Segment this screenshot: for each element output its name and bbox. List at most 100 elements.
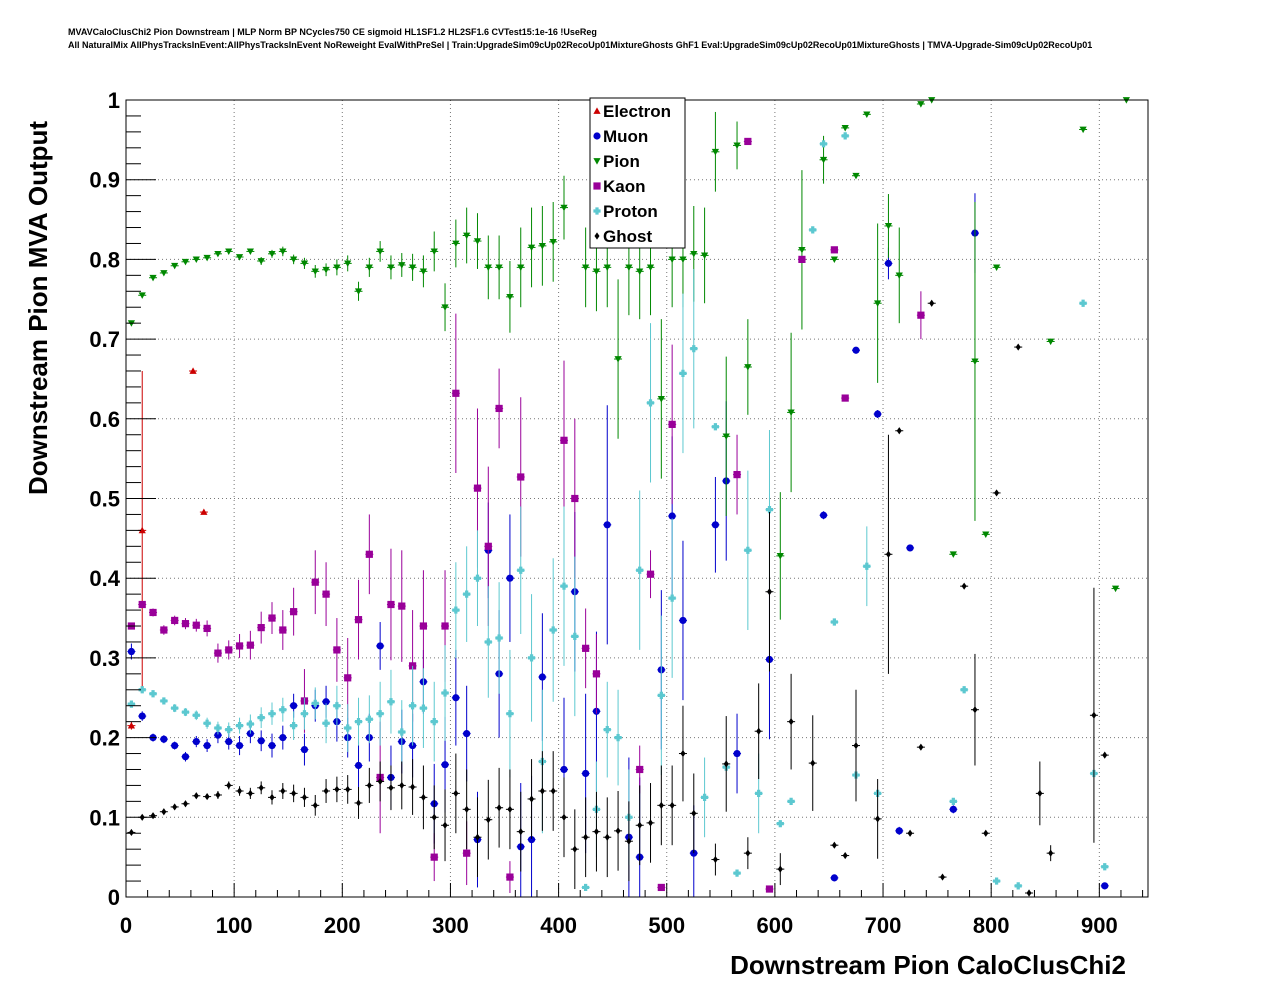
data-point [246, 248, 254, 256]
data-point [280, 787, 286, 795]
data-point [354, 616, 363, 624]
data-point [679, 369, 687, 377]
data-point [1101, 882, 1109, 890]
data-point [777, 865, 783, 873]
y-axis-label: Downstream Pion MVA Output [23, 121, 53, 495]
legend-label-muon: Muon [603, 127, 648, 146]
data-point [408, 741, 417, 750]
data-point [853, 741, 859, 750]
data-point [830, 246, 838, 254]
data-point [431, 813, 437, 821]
data-point [539, 787, 545, 795]
data-point [452, 606, 460, 614]
legend-marker-muon [593, 132, 601, 140]
series-proton [127, 132, 1109, 892]
series-electron [127, 367, 208, 730]
data-point [1014, 882, 1022, 890]
data-point [334, 785, 340, 794]
data-point [290, 608, 298, 616]
legend-label-kaon: Kaon [603, 177, 646, 196]
data-point [333, 702, 341, 710]
data-point [1101, 863, 1109, 871]
data-point [875, 815, 881, 823]
data-point [874, 410, 882, 418]
data-point [668, 594, 676, 602]
data-point [744, 546, 752, 554]
data-point [290, 722, 298, 730]
data-point [755, 789, 763, 797]
data-point [982, 531, 990, 538]
data-point [842, 851, 848, 860]
y-tick-label: 0.7 [89, 327, 120, 352]
data-point [192, 737, 200, 746]
data-point [192, 621, 200, 629]
data-point [473, 574, 482, 582]
data-point [1047, 338, 1055, 346]
data-point [214, 731, 222, 739]
data-point [798, 255, 806, 263]
data-point [160, 626, 168, 634]
y-tick-label: 0 [108, 885, 120, 910]
data-point [691, 809, 697, 817]
y-tick-label: 0.1 [89, 805, 120, 830]
data-point [214, 724, 222, 732]
data-point [311, 578, 319, 586]
data-point [365, 715, 373, 723]
data-point [453, 789, 459, 797]
data-point [745, 849, 751, 857]
data-point [463, 590, 471, 598]
data-point [1015, 343, 1021, 351]
data-point [723, 760, 729, 768]
data-point [615, 827, 621, 835]
y-tick-label: 0.2 [89, 726, 120, 751]
data-point [235, 741, 244, 750]
data-point [538, 242, 546, 250]
data-point [300, 745, 309, 754]
data-point [398, 602, 406, 610]
data-point [863, 111, 871, 118]
data-point [711, 521, 720, 529]
data-point [181, 708, 190, 716]
data-point [474, 833, 481, 841]
data-point [138, 600, 146, 609]
data-point [549, 626, 557, 634]
data-point [408, 702, 417, 710]
data-point [301, 793, 307, 801]
data-point [906, 544, 914, 552]
data-point [636, 765, 644, 774]
data-point [127, 700, 136, 708]
data-point [733, 869, 741, 877]
data-point [572, 845, 578, 853]
data-point [700, 793, 709, 801]
chart-subtitle: All NaturalMix AllPhysTracksInEvent:AllP… [68, 40, 1092, 50]
data-point [344, 724, 352, 732]
data-point [376, 710, 384, 718]
data-point [529, 795, 535, 803]
data-point [690, 849, 698, 857]
data-point [560, 582, 568, 590]
data-point [668, 512, 676, 520]
data-point [560, 204, 568, 212]
data-point [830, 256, 838, 263]
data-point [235, 722, 244, 730]
data-point [841, 132, 849, 140]
data-point [776, 820, 784, 828]
data-point [355, 799, 362, 807]
data-point [291, 789, 297, 797]
axes: 0 100 200 300 400 500 600 700 800 900 0 0.1 0.2 0.3 0.… [89, 88, 1144, 938]
y-tick-label: 0.4 [89, 566, 120, 591]
data-point [279, 706, 287, 714]
data-point [192, 256, 200, 263]
data-point [387, 264, 395, 271]
data-point [517, 264, 525, 271]
data-point [268, 710, 276, 718]
data-point [983, 829, 989, 837]
data-point [809, 226, 817, 234]
data-point [560, 765, 568, 774]
data-point [365, 550, 373, 558]
data-point [149, 608, 157, 617]
data-point [582, 769, 590, 778]
data-point [603, 726, 611, 734]
data-point [917, 101, 925, 108]
